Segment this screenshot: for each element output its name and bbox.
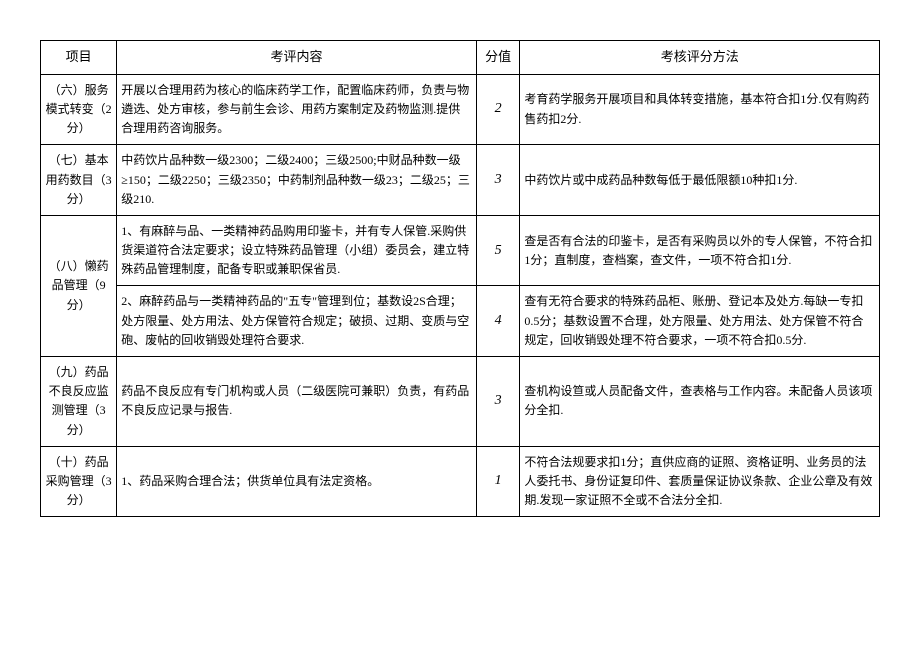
content-cell: 2、麻醉药品与一类精神药品的"五专"管理到位；基数设2S合理；处方限量、处方用法…: [117, 286, 477, 357]
project-cell: （九）药品不良反应监测管理（3分）: [41, 357, 117, 447]
content-cell: 中药饮片品种数一级2300；二级2400；三级2500;中财品种数一级≥150；…: [117, 145, 477, 216]
table-row: （九）药品不良反应监测管理（3分） 药品不良反应有专门机构或人员（二级医院可兼职…: [41, 357, 880, 447]
method-cell: 考育药学服务开展项目和具体转变措施，基本符合扣1分.仅有购药售药扣2分.: [520, 74, 880, 145]
table-row: （七）基本用药数目（3分） 中药饮片品种数一级2300；二级2400；三级250…: [41, 145, 880, 216]
content-cell: 药品不良反应有专门机构或人员（二级医院可兼职）负责，有药品不良反应记录与报告.: [117, 357, 477, 447]
header-score: 分值: [476, 41, 520, 75]
evaluation-table: 项目 考评内容 分值 考核评分方法 （六）服务模式转变（2分） 开展以合理用药为…: [40, 40, 880, 517]
content-cell: 开展以合理用药为核心的临床药学工作，配置临床药师，负责与物遴选、处方审核，参与前…: [117, 74, 477, 145]
project-cell: （十）药品采购管理（3分）: [41, 446, 117, 517]
score-cell: 3: [476, 357, 520, 447]
score-cell: 3: [476, 145, 520, 216]
header-project: 项目: [41, 41, 117, 75]
header-content: 考评内容: [117, 41, 477, 75]
project-cell: （八）懒药品管理（9分）: [41, 215, 117, 356]
score-cell: 4: [476, 286, 520, 357]
table-row: （六）服务模式转变（2分） 开展以合理用药为核心的临床药学工作，配置临床药师，负…: [41, 74, 880, 145]
table-row: （八）懒药品管理（9分） 1、有麻醉与品、一类精神药品购用印鉴卡，并有专人保管.…: [41, 215, 880, 286]
score-cell: 2: [476, 74, 520, 145]
score-cell: 1: [476, 446, 520, 517]
content-cell: 1、有麻醉与品、一类精神药品购用印鉴卡，并有专人保管.采购供货渠道符合法定要求；…: [117, 215, 477, 286]
method-cell: 查有无符合要求的特殊药品柜、账册、登记本及处方.每缺一专扣0.5分；基数设置不合…: [520, 286, 880, 357]
project-cell: （七）基本用药数目（3分）: [41, 145, 117, 216]
header-method: 考核评分方法: [520, 41, 880, 75]
content-cell: 1、药品采购合理合法；供货单位具有法定资格。: [117, 446, 477, 517]
table-row: （十）药品采购管理（3分） 1、药品采购合理合法；供货单位具有法定资格。 1 不…: [41, 446, 880, 517]
method-cell: 不符合法规要求扣1分；直供应商的证照、资格证明、业务员的法人委托书、身份证复印件…: [520, 446, 880, 517]
method-cell: 查是否有合法的印鉴卡，是否有采购员以外的专人保管，不符合扣1分；直制度，查档案，…: [520, 215, 880, 286]
score-cell: 5: [476, 215, 520, 286]
header-row: 项目 考评内容 分值 考核评分方法: [41, 41, 880, 75]
table-row: 2、麻醉药品与一类精神药品的"五专"管理到位；基数设2S合理；处方限量、处方用法…: [41, 286, 880, 357]
method-cell: 中药饮片或中成药品种数每低于最低限额10种扣1分.: [520, 145, 880, 216]
project-cell: （六）服务模式转变（2分）: [41, 74, 117, 145]
method-cell: 查机构设笪或人员配备文件，查表格与工作内容。未配备人员该项分全扣.: [520, 357, 880, 447]
